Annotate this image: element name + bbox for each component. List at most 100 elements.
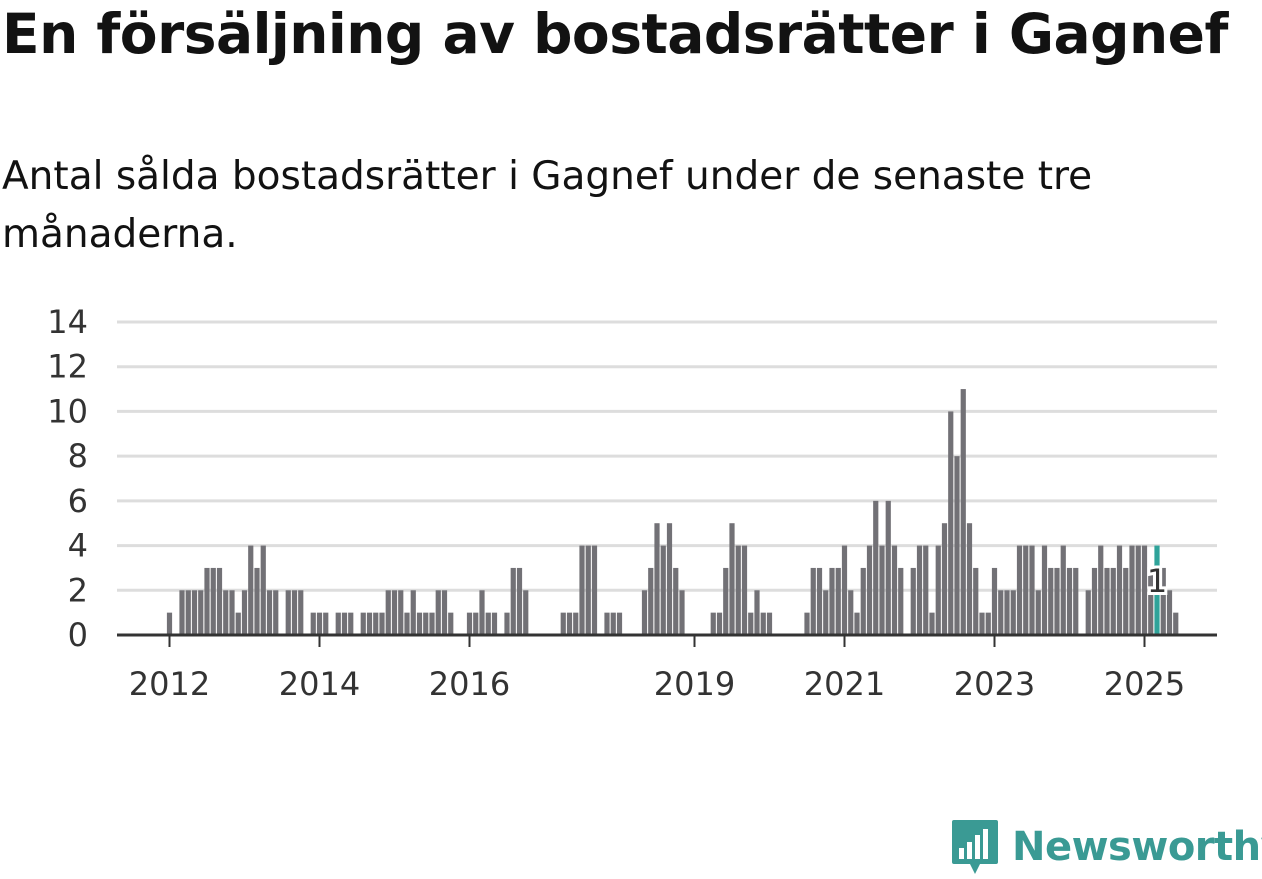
bar [991, 567, 998, 635]
bar [573, 612, 579, 635]
bar [579, 545, 585, 635]
bar [810, 567, 816, 635]
x-tick-label: 2023 [954, 665, 1035, 703]
bar [335, 612, 341, 635]
bar [273, 590, 279, 635]
bar [979, 612, 985, 635]
bar [1104, 567, 1110, 635]
bar [898, 567, 904, 635]
bar [379, 612, 385, 635]
bar [1060, 545, 1066, 635]
bar [766, 612, 773, 635]
bar [491, 612, 498, 635]
x-tick-label: 2025 [1104, 665, 1185, 703]
bar [516, 567, 523, 635]
bar [710, 612, 716, 635]
bar [1029, 545, 1035, 635]
bar [948, 411, 954, 635]
bar [585, 545, 591, 635]
bar [298, 590, 304, 635]
x-tick-label: 2019 [654, 665, 735, 703]
bar [510, 567, 516, 635]
bar [1085, 590, 1091, 635]
bar [1048, 567, 1054, 635]
bar [885, 500, 891, 635]
bar [323, 612, 329, 635]
x-tick-label: 2016 [429, 665, 510, 703]
bar [854, 612, 860, 635]
chart-title: En försäljning av bostadsrätter i Gagnef [2, 2, 1228, 66]
bar [866, 545, 873, 635]
bar [804, 612, 810, 635]
bar [310, 612, 316, 635]
bar [198, 590, 204, 635]
bar [410, 590, 416, 635]
bar [479, 590, 485, 635]
bar [504, 612, 510, 635]
bar [610, 612, 616, 635]
bar [429, 612, 435, 635]
bar [741, 545, 748, 635]
bar [754, 590, 760, 635]
bar [1035, 590, 1041, 635]
bar [648, 567, 654, 635]
bar [1123, 567, 1129, 635]
bar [891, 545, 898, 635]
bar [316, 612, 323, 635]
bar [423, 612, 429, 635]
bar [616, 612, 623, 635]
bar [448, 612, 454, 635]
bar [166, 612, 173, 635]
bar [816, 567, 823, 635]
bar [1054, 567, 1060, 635]
bar [1041, 545, 1048, 635]
bar [235, 612, 241, 635]
bar [954, 456, 960, 635]
bar [560, 612, 566, 635]
bar [1160, 567, 1166, 635]
bar [716, 612, 723, 635]
bar [248, 545, 254, 635]
bar [1066, 567, 1073, 635]
bar [729, 523, 735, 635]
bar [960, 389, 966, 635]
bar [1091, 567, 1098, 635]
y-tick-label: 10 [47, 392, 88, 430]
y-tick-label: 0 [68, 616, 88, 654]
bar [523, 590, 529, 635]
bar [1004, 590, 1010, 635]
bar [385, 590, 391, 635]
bar [1016, 545, 1023, 635]
bar [879, 545, 885, 635]
bar [254, 567, 260, 635]
bar [1116, 545, 1123, 635]
bar [848, 590, 854, 635]
bar [266, 590, 273, 635]
bar [398, 590, 404, 635]
bar [966, 523, 973, 635]
newsworthy-logo: Newsworthy [950, 818, 1262, 876]
bar [1135, 545, 1141, 635]
bar [985, 612, 991, 635]
bar [835, 567, 841, 635]
bar [285, 590, 291, 635]
data-label-latest: 1 [1147, 562, 1167, 600]
bar [973, 567, 979, 635]
bar [1148, 567, 1154, 635]
bar [466, 612, 473, 635]
bar [473, 612, 479, 635]
bar [654, 523, 660, 635]
y-axis-ticks: 0 2 4 6 8 10 12 14 [47, 303, 88, 654]
bar [1073, 567, 1079, 635]
bar [404, 612, 410, 635]
bar [735, 545, 741, 635]
brand-name: Newsworthy [1012, 824, 1262, 870]
bar [916, 545, 923, 635]
newsworthy-logo-icon [952, 820, 998, 874]
bar [373, 612, 379, 635]
bar [204, 567, 210, 635]
bar [210, 567, 216, 635]
bar [604, 612, 610, 635]
x-tick-label: 2012 [129, 665, 210, 703]
